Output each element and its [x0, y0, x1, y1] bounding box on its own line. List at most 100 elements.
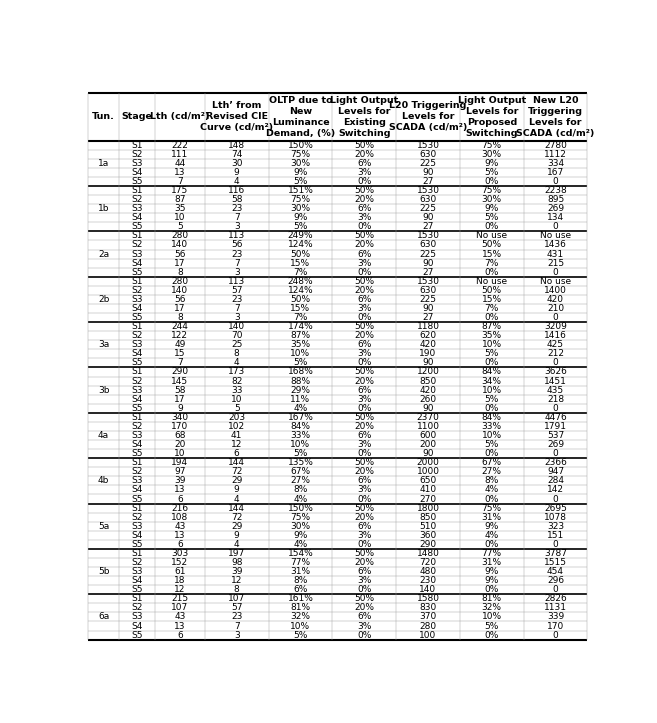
Text: S3: S3	[131, 295, 143, 304]
Text: 20%: 20%	[354, 377, 374, 385]
Text: 134: 134	[547, 213, 564, 222]
Text: 3%: 3%	[357, 349, 371, 359]
Text: 0%: 0%	[485, 403, 499, 413]
Text: 5: 5	[177, 223, 183, 231]
Text: 2238: 2238	[544, 186, 567, 195]
Text: 150%: 150%	[288, 141, 313, 150]
Text: S1: S1	[131, 458, 143, 467]
Text: 7: 7	[234, 304, 240, 313]
Text: 75%: 75%	[290, 150, 311, 159]
Text: S2: S2	[131, 286, 143, 295]
Text: 3%: 3%	[357, 213, 371, 222]
Text: 1112: 1112	[544, 150, 567, 159]
Text: 1436: 1436	[544, 241, 567, 249]
Text: 3: 3	[234, 630, 240, 640]
Text: 296: 296	[547, 576, 564, 585]
Text: 20%: 20%	[354, 331, 374, 341]
Text: 1416: 1416	[544, 331, 567, 341]
Text: 216: 216	[171, 504, 189, 513]
Text: 9: 9	[234, 168, 240, 177]
Text: 4b: 4b	[98, 476, 109, 485]
Text: S4: S4	[131, 349, 143, 359]
Text: 5: 5	[234, 403, 240, 413]
Text: S4: S4	[131, 213, 143, 222]
Text: 6%: 6%	[357, 204, 371, 213]
Text: New L20
Triggering
Levels for
SCADA (cd/m²): New L20 Triggering Levels for SCADA (cd/…	[516, 95, 595, 138]
Text: 77%: 77%	[290, 558, 311, 567]
Text: 57: 57	[231, 286, 242, 295]
Text: 225: 225	[419, 204, 436, 213]
Text: 33%: 33%	[290, 431, 311, 440]
Text: 420: 420	[419, 385, 436, 395]
Text: S5: S5	[131, 268, 143, 277]
Text: 895: 895	[547, 195, 564, 204]
Text: 0%: 0%	[485, 223, 499, 231]
Text: 98: 98	[231, 558, 242, 567]
Text: 720: 720	[419, 558, 436, 567]
Text: 100: 100	[419, 630, 437, 640]
Text: 67%: 67%	[290, 467, 311, 476]
Text: 50%: 50%	[482, 286, 502, 295]
Text: 6%: 6%	[357, 431, 371, 440]
Text: S2: S2	[131, 195, 143, 204]
Text: 20%: 20%	[354, 467, 374, 476]
Text: 50%: 50%	[354, 231, 374, 241]
Text: 150%: 150%	[288, 504, 313, 513]
Text: 140: 140	[171, 286, 189, 295]
Text: 3%: 3%	[357, 531, 371, 540]
Text: 0: 0	[553, 540, 558, 549]
Text: No use: No use	[540, 277, 571, 286]
Text: S5: S5	[131, 540, 143, 549]
Text: S4: S4	[131, 531, 143, 540]
Text: 1b: 1b	[98, 204, 109, 213]
Text: 0: 0	[553, 223, 558, 231]
Text: 111: 111	[171, 150, 189, 159]
Text: 197: 197	[228, 549, 245, 558]
Text: S5: S5	[131, 495, 143, 503]
Text: 39: 39	[231, 567, 242, 576]
Text: 6: 6	[234, 449, 240, 458]
Text: 6%: 6%	[357, 295, 371, 304]
Text: 90: 90	[422, 259, 434, 268]
Text: 218: 218	[547, 395, 564, 403]
Text: 1078: 1078	[544, 513, 567, 522]
Text: 6%: 6%	[357, 159, 371, 168]
Text: 3: 3	[234, 313, 240, 322]
Text: 74: 74	[231, 150, 242, 159]
Text: 0: 0	[553, 403, 558, 413]
Text: 116: 116	[228, 186, 245, 195]
Text: 170: 170	[547, 622, 564, 630]
Text: S2: S2	[131, 558, 143, 567]
Text: 32%: 32%	[482, 604, 502, 612]
Text: 4: 4	[234, 495, 240, 503]
Text: 3b: 3b	[98, 385, 109, 395]
Text: 102: 102	[228, 422, 245, 431]
Text: 7: 7	[234, 259, 240, 268]
Text: 15%: 15%	[290, 304, 311, 313]
Text: 81%: 81%	[290, 604, 311, 612]
Text: 850: 850	[419, 377, 437, 385]
Text: 33: 33	[231, 385, 242, 395]
Text: 5%: 5%	[485, 395, 499, 403]
Text: 4: 4	[234, 540, 240, 549]
Text: 50%: 50%	[354, 322, 374, 331]
Text: 6: 6	[177, 495, 183, 503]
Text: 9%: 9%	[485, 204, 499, 213]
Text: 8: 8	[177, 313, 183, 322]
Text: 30%: 30%	[482, 195, 502, 204]
Text: 8%: 8%	[293, 576, 307, 585]
Text: 20%: 20%	[354, 604, 374, 612]
Text: 10: 10	[231, 395, 242, 403]
Text: 75%: 75%	[482, 186, 502, 195]
Text: 27: 27	[422, 177, 434, 186]
Text: 170: 170	[171, 422, 189, 431]
Text: 269: 269	[547, 204, 564, 213]
Text: 8: 8	[234, 585, 240, 594]
Text: 630: 630	[419, 241, 437, 249]
Text: 6%: 6%	[357, 385, 371, 395]
Text: 50%: 50%	[354, 367, 374, 377]
Text: 1131: 1131	[544, 604, 567, 612]
Text: 0%: 0%	[357, 495, 371, 503]
Text: S5: S5	[131, 449, 143, 458]
Text: 10%: 10%	[482, 385, 502, 395]
